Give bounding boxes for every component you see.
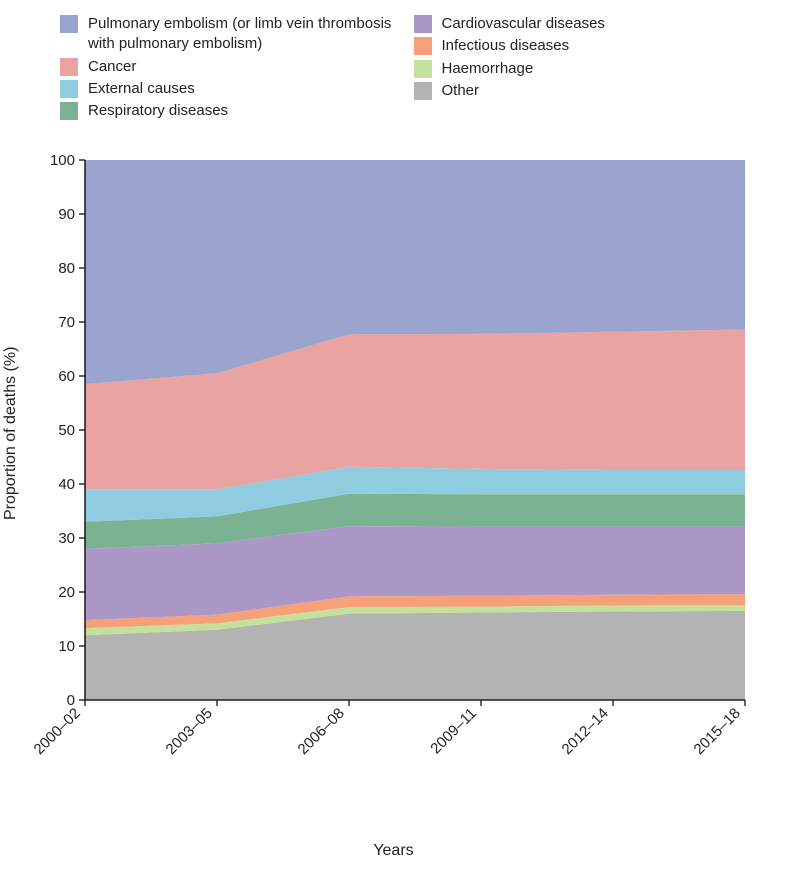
legend-label-cardiovascular: Cardiovascular diseases — [442, 14, 605, 34]
y-tick-label: 20 — [58, 584, 75, 601]
legend-swatch-haemorrhage — [414, 60, 432, 78]
y-tick-label: 30 — [58, 530, 75, 547]
legend-item-other: Other — [414, 81, 768, 101]
legend-swatch-cardiovascular — [414, 15, 432, 33]
legend-swatch-cancer — [60, 58, 78, 76]
legend-label-haemorrhage: Haemorrhage — [442, 59, 534, 79]
legend-item-cardiovascular: Cardiovascular diseases — [414, 14, 768, 34]
legend-label-other: Other — [442, 81, 480, 101]
legend-item-cancer: Cancer — [60, 57, 414, 77]
chart-area: Proportion of deaths (%) 010203040506070… — [0, 150, 787, 870]
legend-label-external: External causes — [88, 79, 195, 99]
x-tick-label: 2009–11 — [427, 705, 480, 758]
x-tick-label: 2000–02 — [31, 705, 84, 758]
y-axis-label: Proportion of deaths (%) — [2, 347, 20, 520]
legend-label-pe: Pulmonary embolism (or limb vein thrombo… — [88, 14, 414, 55]
y-tick-label: 70 — [58, 314, 75, 331]
chart-container: Pulmonary embolism (or limb vein thrombo… — [0, 0, 787, 879]
x-tick-label: 2006–08 — [295, 705, 348, 758]
plot-svg: 01020304050607080901002000–022003–052006… — [0, 150, 787, 810]
y-tick-label: 80 — [58, 260, 75, 277]
legend-col-left: Pulmonary embolism (or limb vein thrombo… — [60, 14, 414, 123]
legend-item-pe: Pulmonary embolism (or limb vein thrombo… — [60, 14, 414, 55]
legend-label-respiratory: Respiratory diseases — [88, 101, 228, 121]
y-tick-label: 60 — [58, 368, 75, 385]
y-tick-label: 50 — [58, 422, 75, 439]
legend-item-external: External causes — [60, 79, 414, 99]
legend-swatch-respiratory — [60, 102, 78, 120]
y-tick-label: 10 — [58, 638, 75, 655]
x-axis-label: Years — [0, 842, 787, 860]
legend-item-respiratory: Respiratory diseases — [60, 101, 414, 121]
legend-item-infectious: Infectious diseases — [414, 36, 768, 56]
legend-label-infectious: Infectious diseases — [442, 36, 570, 56]
legend-swatch-pe — [60, 15, 78, 33]
y-tick-label: 40 — [58, 476, 75, 493]
legend-label-cancer: Cancer — [88, 57, 136, 77]
legend-col-right: Cardiovascular diseasesInfectious diseas… — [414, 14, 768, 123]
legend-swatch-other — [414, 82, 432, 100]
x-tick-label: 2003–05 — [163, 705, 216, 758]
y-tick-label: 90 — [58, 206, 75, 223]
legend-item-haemorrhage: Haemorrhage — [414, 59, 768, 79]
x-tick-label: 2015–18 — [691, 705, 744, 758]
legend-swatch-infectious — [414, 37, 432, 55]
legend-swatch-external — [60, 80, 78, 98]
y-tick-label: 100 — [50, 152, 75, 169]
x-tick-label: 2012–14 — [559, 705, 612, 758]
legend: Pulmonary embolism (or limb vein thrombo… — [60, 14, 767, 123]
